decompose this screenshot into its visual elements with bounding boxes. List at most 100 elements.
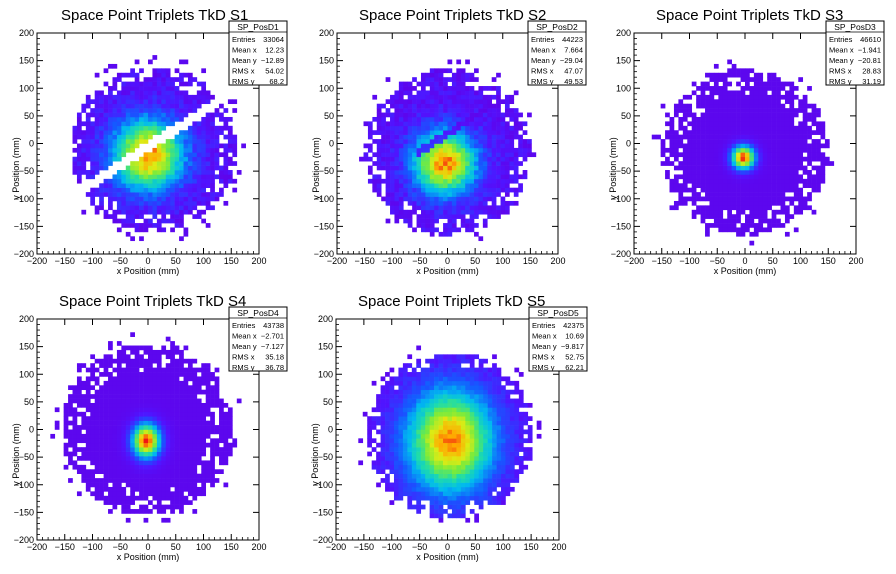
heatmap-bin xyxy=(745,218,750,224)
heatmap-bin xyxy=(134,402,140,408)
heatmap-bin xyxy=(509,161,515,166)
heatmap-bin xyxy=(148,86,153,91)
heatmap-bin xyxy=(76,394,82,399)
heatmap-bin xyxy=(718,152,724,158)
heatmap-bin xyxy=(99,456,104,461)
heatmap-bin xyxy=(116,491,122,497)
heatmap-bin xyxy=(219,469,224,474)
heatmap-bin xyxy=(420,420,426,426)
heatmap-bin xyxy=(727,103,732,109)
heatmap-bin xyxy=(496,139,501,144)
heatmap-bin xyxy=(227,130,233,135)
heatmap-bin xyxy=(403,170,409,175)
heatmap-bin xyxy=(434,416,439,421)
heatmap-bin xyxy=(749,231,755,237)
heatmap-bin xyxy=(745,143,750,149)
heatmap-bin xyxy=(673,147,679,153)
heatmap-bin xyxy=(522,174,528,180)
heatmap-bin xyxy=(108,196,113,202)
heatmap-bin xyxy=(170,99,175,105)
heatmap-bin xyxy=(81,438,87,444)
heatmap-bin xyxy=(112,218,118,224)
heatmap-bin xyxy=(161,425,167,430)
heatmap-bin xyxy=(393,495,399,501)
heatmap-bin xyxy=(130,385,135,391)
heatmap-bin xyxy=(731,152,737,158)
heatmap-bin xyxy=(767,156,772,162)
heatmap-bin xyxy=(522,152,528,158)
heatmap-bin xyxy=(425,372,430,377)
heatmap-bin xyxy=(94,94,100,100)
heatmap-bin xyxy=(103,367,109,373)
heatmap-bin xyxy=(201,147,207,153)
heatmap-bin xyxy=(767,121,772,127)
heatmap-bin xyxy=(789,116,795,122)
heatmap-bin xyxy=(420,394,426,399)
heatmap-bin xyxy=(187,196,193,202)
heatmap-bin xyxy=(385,398,390,404)
heatmap-bin xyxy=(443,174,448,180)
heatmap-bin xyxy=(509,187,515,193)
x-tick-label: −50 xyxy=(412,256,427,266)
heatmap-bin xyxy=(219,174,224,180)
heatmap-bin xyxy=(130,134,135,140)
heatmap-bin xyxy=(108,147,113,153)
heatmap-bin xyxy=(776,209,781,215)
heatmap-bin xyxy=(762,218,768,224)
heatmap-bin xyxy=(651,134,657,140)
heatmap-bin xyxy=(749,214,755,219)
y-tick-label: −50 xyxy=(319,166,334,176)
heatmap-bin xyxy=(403,214,409,219)
heatmap-bin xyxy=(174,165,180,171)
heatmap-bin xyxy=(469,214,475,219)
heatmap-bin xyxy=(393,451,399,457)
heatmap-bin xyxy=(223,200,229,206)
heatmap-bin xyxy=(416,196,422,202)
heatmap-bin xyxy=(691,90,697,96)
heatmap-bin xyxy=(156,469,162,474)
heatmap-bin xyxy=(219,416,224,421)
heatmap-bin xyxy=(824,139,830,144)
heatmap-bin xyxy=(143,77,149,82)
heatmap-bin xyxy=(130,214,135,219)
heatmap-bin xyxy=(696,125,701,131)
heatmap-bin xyxy=(522,121,528,127)
heatmap-bin xyxy=(125,456,131,461)
heatmap-bin xyxy=(371,447,377,452)
heatmap-bin xyxy=(736,214,741,219)
heatmap-bin xyxy=(81,134,87,140)
heatmap-bin xyxy=(108,460,113,466)
heatmap-bin xyxy=(425,495,430,501)
heatmap-bin xyxy=(398,86,404,91)
heatmap-bin xyxy=(179,394,184,399)
heatmap-bin xyxy=(820,121,826,127)
heatmap-bin xyxy=(134,209,140,215)
heatmap-bin xyxy=(187,464,193,470)
heatmap-bin xyxy=(425,460,430,466)
axis-ticks: −200−200−150−150−100−100−50−500050501001… xyxy=(14,314,267,552)
heatmap-bin xyxy=(139,192,144,197)
heatmap-bin xyxy=(469,130,475,135)
heatmap-bin xyxy=(165,116,171,122)
heatmap-bin xyxy=(192,134,198,140)
heatmap-bin xyxy=(403,116,409,122)
heatmap-bin xyxy=(469,200,475,206)
heatmap-bin xyxy=(420,442,426,448)
heatmap-bin xyxy=(205,380,211,386)
heatmap-bin xyxy=(116,170,122,175)
heatmap-bin xyxy=(443,77,448,82)
heatmap-bin xyxy=(214,147,220,153)
heatmap-bin xyxy=(174,178,180,184)
heatmap-bin xyxy=(416,178,422,184)
heatmap-bin xyxy=(678,165,684,171)
heatmap-bin xyxy=(438,112,444,118)
heatmap-bin xyxy=(793,196,799,202)
heatmap-bin xyxy=(205,469,211,474)
heatmap-bin xyxy=(134,99,140,105)
heatmap-bin xyxy=(385,416,390,421)
heatmap-bin xyxy=(434,205,439,211)
heatmap-bin xyxy=(125,108,131,113)
heatmap-bin xyxy=(434,438,439,444)
heatmap-bin xyxy=(398,482,404,488)
heatmap-bin xyxy=(112,447,118,452)
